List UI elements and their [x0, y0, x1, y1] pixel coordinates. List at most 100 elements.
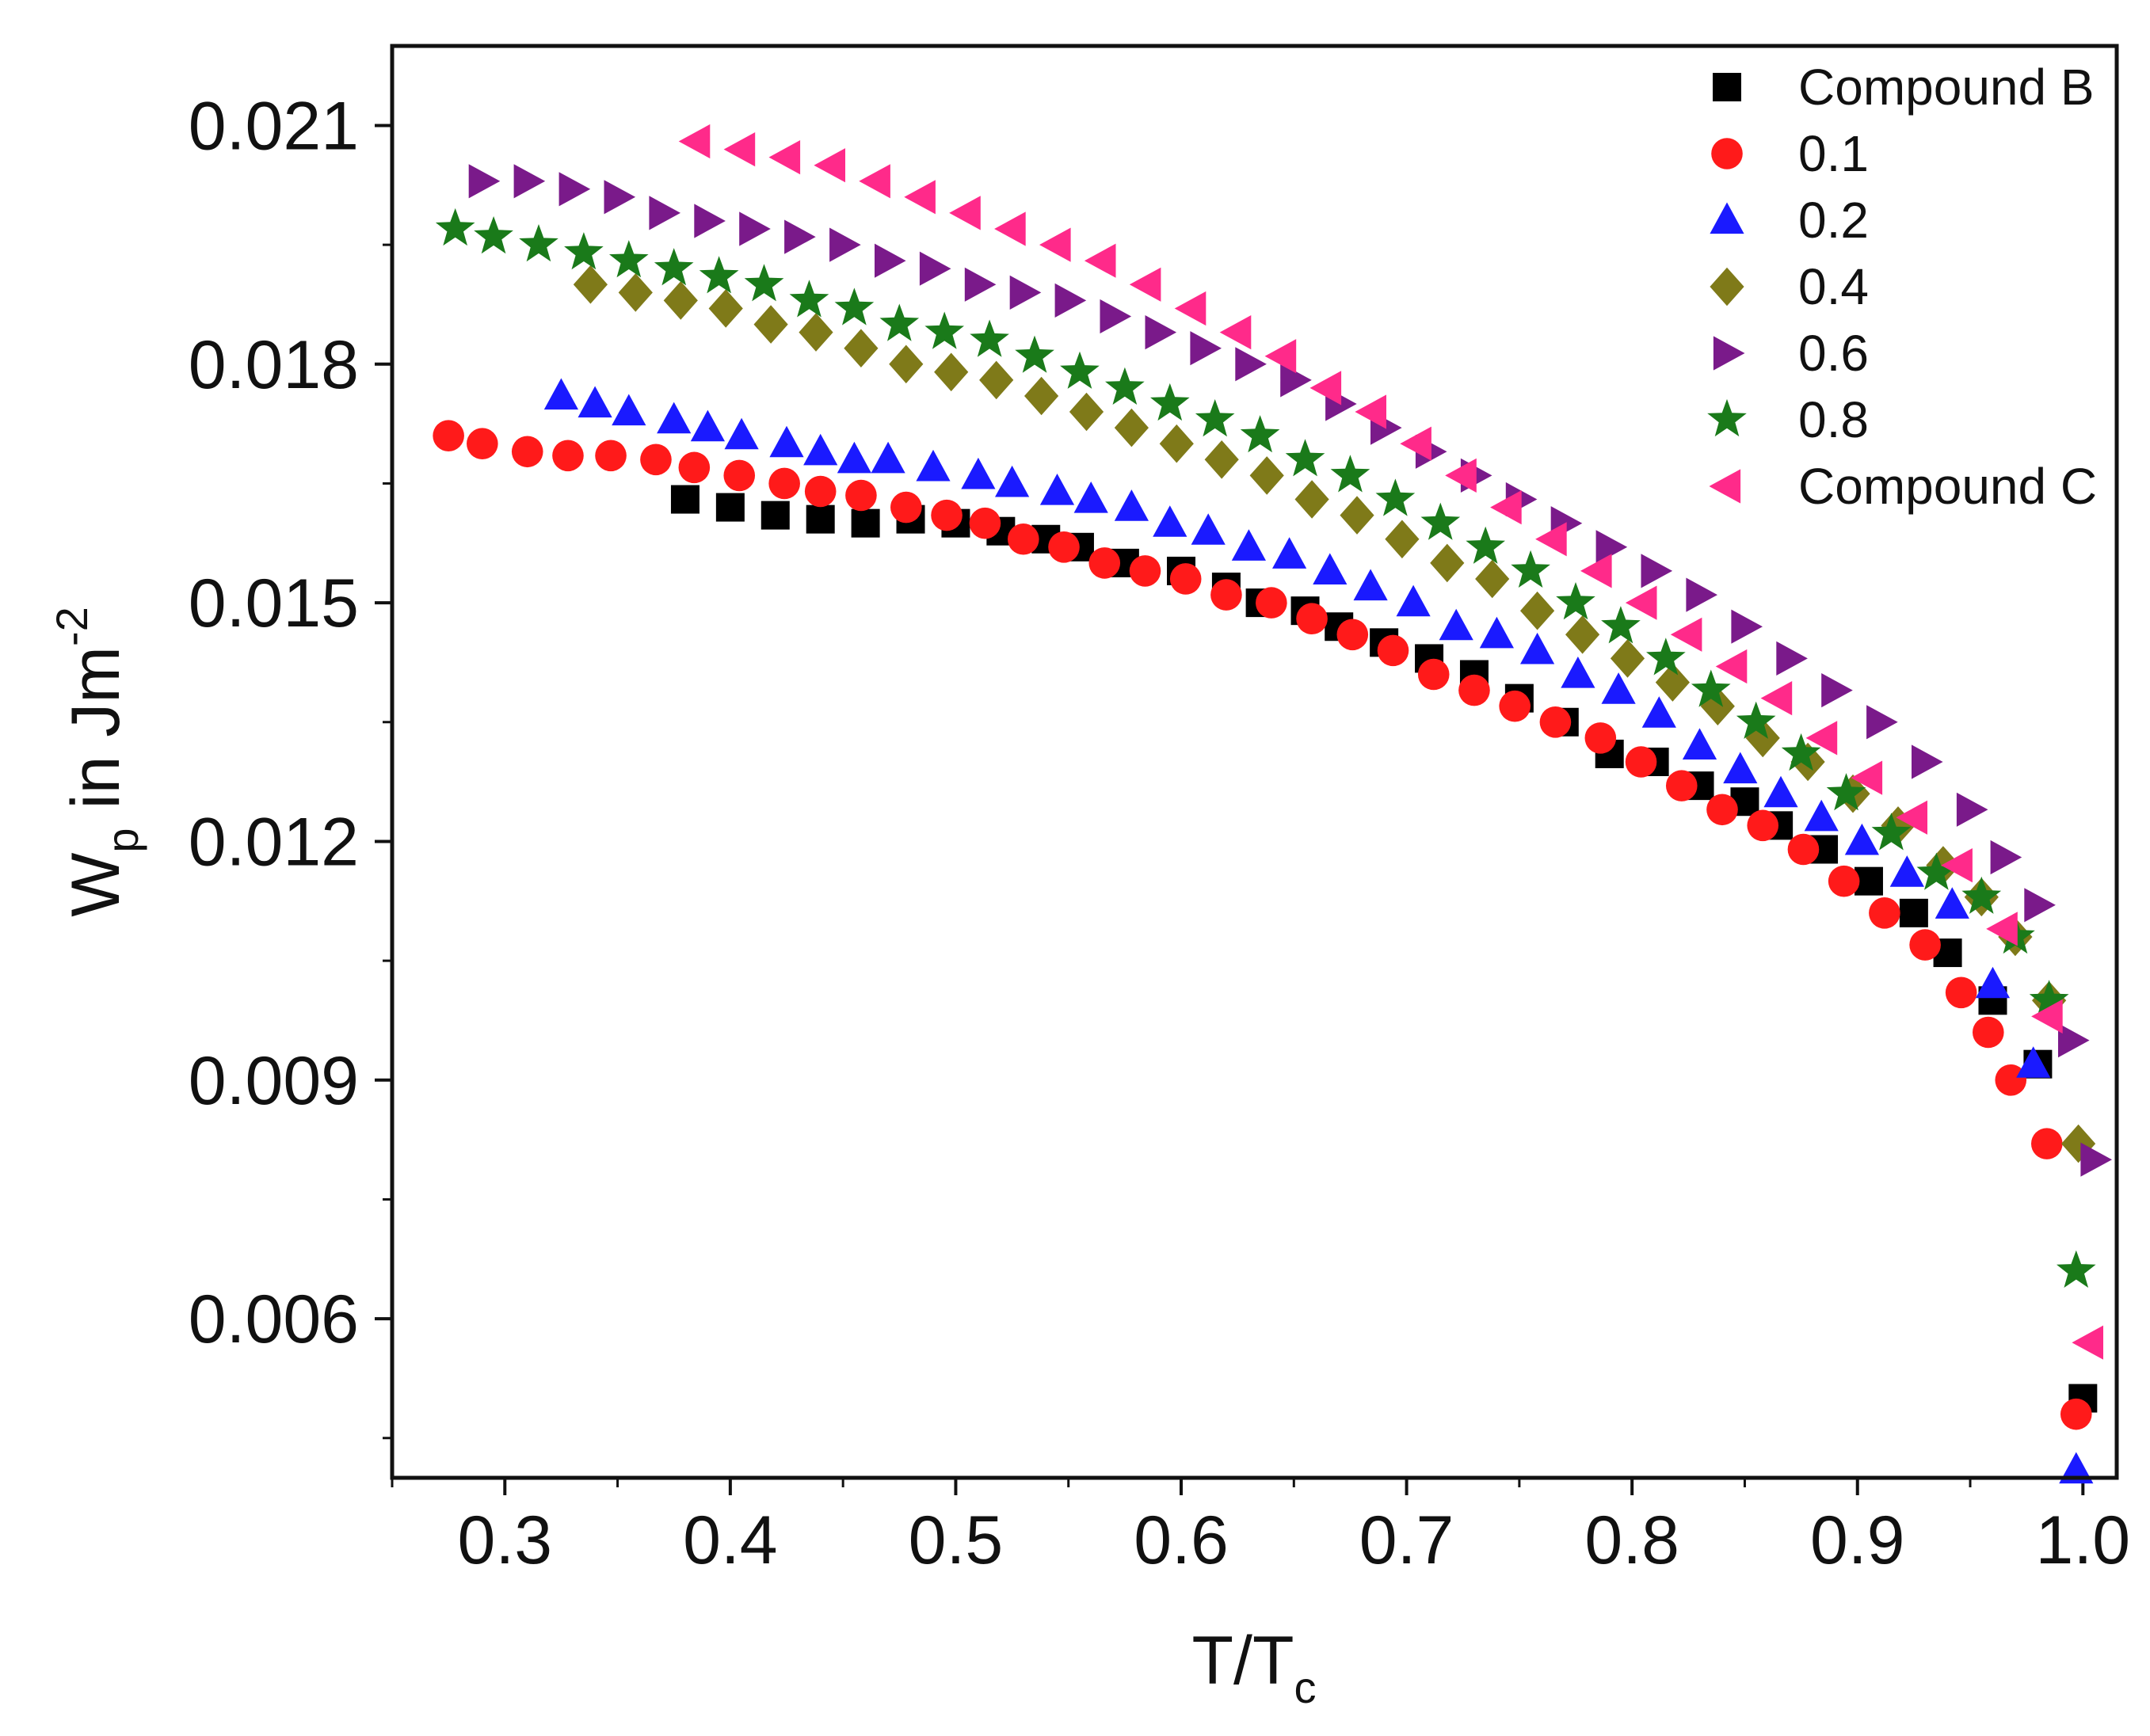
- data-point: [1385, 520, 1420, 559]
- data-point: [1961, 876, 2002, 914]
- data-point: [1336, 619, 1369, 651]
- data-point: [1945, 976, 1977, 1009]
- data-point: [558, 172, 591, 207]
- y-tick-label: 0.015: [189, 565, 359, 641]
- data-point: [1986, 912, 2018, 946]
- data-point: [2024, 888, 2056, 923]
- data-point: [1048, 531, 1080, 563]
- data-point: [649, 196, 680, 230]
- data-point: [670, 485, 700, 514]
- data-point: [1916, 852, 1957, 890]
- y-tick-label: 0.012: [189, 804, 359, 880]
- data-point: [1210, 579, 1242, 611]
- data-point: [1084, 243, 1116, 278]
- data-point: [1280, 363, 1312, 398]
- data-point: [1479, 616, 1514, 649]
- data-point: [1009, 275, 1042, 310]
- data-point: [1264, 339, 1297, 374]
- series-6: [435, 207, 2096, 1288]
- y-tick-labels: 0.006 0.009 0.012 0.015 0.018 0.021: [189, 88, 359, 1357]
- data-point: [1641, 554, 1673, 588]
- data-point: [543, 378, 578, 410]
- data-point: [1169, 563, 1202, 595]
- data-point: [1204, 440, 1239, 479]
- data-point: [1231, 529, 1266, 561]
- data-point: [1174, 291, 1207, 326]
- data-point: [994, 211, 1026, 246]
- data-point: [875, 243, 906, 278]
- data-point: [1706, 794, 1738, 826]
- data-point: [1595, 530, 1628, 565]
- data-point: [2031, 999, 2063, 1034]
- data-point: [844, 329, 879, 367]
- data-point: [1272, 537, 1307, 569]
- data-point: [1610, 639, 1645, 678]
- data-point: [1851, 760, 1883, 795]
- legend-marker: [1709, 469, 1741, 504]
- data-point: [1150, 383, 1190, 421]
- data-point: [1995, 1064, 2027, 1096]
- data-point: [1191, 513, 1226, 545]
- data-point: [1396, 584, 1431, 617]
- data-point: [1871, 813, 1912, 851]
- data-point: [1249, 456, 1284, 495]
- data-point: [1353, 569, 1388, 601]
- data-point: [1866, 705, 1898, 740]
- data-point: [1580, 554, 1612, 588]
- y-tick-label: 0.018: [189, 327, 359, 403]
- data-point: [739, 211, 771, 246]
- x-tick-label: 0.9: [1810, 1502, 1905, 1578]
- data-point: [1821, 673, 1853, 708]
- data-point: [2059, 1452, 2094, 1484]
- data-point: [573, 265, 608, 304]
- data-point: [1760, 681, 1793, 716]
- data-point: [1776, 641, 1808, 676]
- data-point: [1190, 331, 1222, 366]
- data-point: [1899, 898, 1928, 927]
- data-point: [814, 148, 845, 183]
- data-point: [723, 132, 756, 167]
- data-point: [1195, 399, 1235, 437]
- data-point: [1935, 887, 1969, 919]
- data-point: [1100, 299, 1132, 334]
- data-point: [1458, 674, 1490, 706]
- data-point: [2029, 980, 2069, 1018]
- plot-frame: [390, 44, 2119, 1480]
- data-point: [1024, 376, 1059, 416]
- series-3: [543, 378, 2094, 1484]
- data-point: [1073, 482, 1108, 513]
- data-point: [678, 451, 711, 484]
- data-point: [1828, 865, 1860, 897]
- data-point: [1665, 770, 1698, 801]
- data-point: [799, 313, 833, 352]
- legend-marker: [1710, 202, 1744, 234]
- data-point: [2080, 1142, 2112, 1177]
- data-point: [1804, 799, 1839, 832]
- data-point: [1069, 392, 1104, 432]
- data-point: [1235, 347, 1267, 382]
- data-point: [519, 224, 558, 262]
- data-point: [1105, 367, 1145, 405]
- data-point: [1475, 559, 1510, 599]
- x-tick-label: 0.5: [909, 1502, 1004, 1578]
- data-point: [834, 287, 875, 326]
- data-point: [1430, 543, 1465, 583]
- data-point: [961, 457, 996, 489]
- data-point: [1520, 591, 1555, 630]
- legend-marker: [1710, 267, 1744, 306]
- data-point: [837, 441, 871, 474]
- data-point: [1008, 523, 1039, 555]
- data-point: [723, 459, 756, 492]
- data-point: [761, 501, 790, 530]
- data-point: [2072, 1325, 2103, 1360]
- data-point: [1340, 496, 1374, 535]
- data-point: [468, 164, 501, 199]
- data-point: [1805, 721, 1838, 756]
- data-point: [1625, 746, 1657, 778]
- data-point: [744, 264, 784, 302]
- data-point: [1377, 634, 1409, 667]
- data-point: [1309, 371, 1342, 405]
- legend-label: Compound B: [1798, 59, 2095, 116]
- legend: Compound B 0.1 0.2 0.4 0.6 0.8 Compound C: [1707, 59, 2097, 515]
- data-point: [1294, 480, 1329, 519]
